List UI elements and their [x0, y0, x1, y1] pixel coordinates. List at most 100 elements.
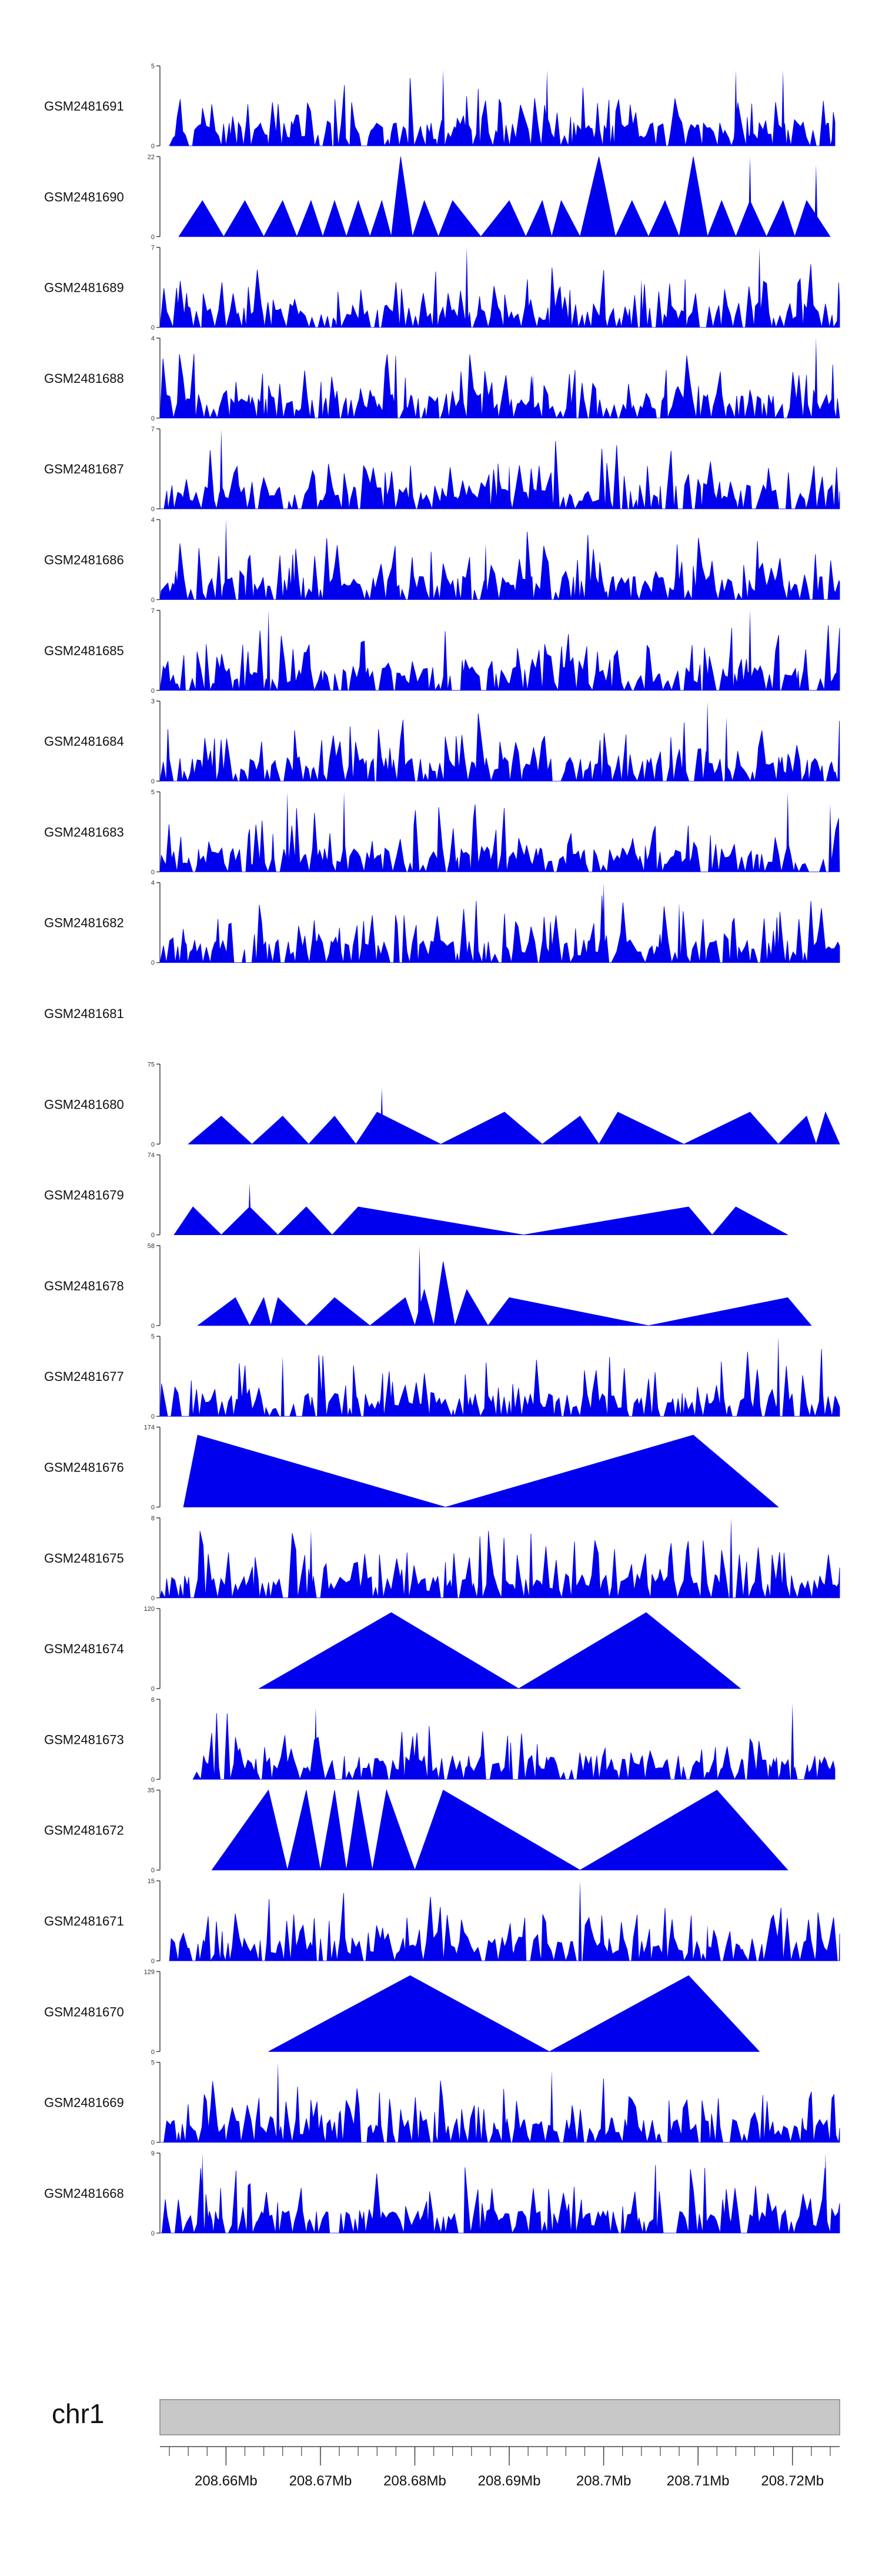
coverage-peak [602, 882, 606, 963]
track-label: GSM2481687 [44, 462, 124, 476]
coverage-area [160, 2078, 840, 2144]
coverage-peak [823, 2153, 827, 2233]
coverage-peak [248, 1183, 252, 1235]
track-label: GSM2481669 [44, 2095, 124, 2110]
y-min-label: 0 [151, 688, 155, 695]
y-min-label: 0 [151, 1776, 155, 1783]
track-GSM2481676: GSM2481676 174 0 [44, 1424, 779, 1511]
y-min-label: 0 [151, 960, 155, 967]
coverage-area [159, 804, 840, 873]
track-GSM2481683: GSM2481683 5 0 [44, 789, 840, 876]
coverage-area [173, 1206, 788, 1236]
coverage-area [169, 1893, 840, 1962]
track-GSM2481691: GSM2481691 5 0 [44, 63, 836, 150]
track-label: GSM2481672 [44, 1823, 124, 1838]
y-min-label: 0 [151, 2140, 155, 2147]
track-label: GSM2481680 [44, 1097, 124, 1112]
coverage-peak [441, 69, 445, 146]
coverage-area [159, 264, 840, 329]
y-min-label: 0 [151, 597, 155, 604]
coverage-area [178, 156, 831, 238]
track-label: GSM2481673 [44, 1732, 124, 1747]
track-label: GSM2481686 [44, 553, 124, 568]
track-GSM2481682: GSM2481682 4 0 [44, 880, 840, 967]
y-min-label: 0 [151, 778, 155, 785]
track-GSM2481668: GSM2481668 9 0 [44, 2150, 840, 2237]
x-tick-label: 208.7Mb [576, 2473, 631, 2489]
y-min-label: 0 [151, 2048, 155, 2056]
coverage-area [160, 441, 840, 510]
coverage-peak [266, 610, 270, 690]
track-GSM2481690: GSM2481690 22 0 [44, 154, 831, 241]
y-max-label: 75 [148, 1061, 155, 1068]
coverage-area [159, 713, 840, 782]
coverage-peak [734, 69, 738, 146]
coverage-peak [748, 610, 752, 690]
coverage-peak [483, 543, 487, 600]
coverage-peak [781, 69, 785, 146]
coverage-area [159, 532, 840, 600]
y-min-label: 0 [151, 143, 155, 150]
y-min-label: 0 [151, 506, 155, 513]
coverage-peak [677, 902, 681, 963]
track-GSM2481673: GSM2481673 6 0 [44, 1696, 836, 1783]
y-min-label: 0 [151, 1232, 155, 1239]
track-label: GSM2481690 [44, 189, 124, 204]
track-GSM2481670: GSM2481670 129 0 [44, 1968, 760, 2056]
coverage-area [268, 1975, 760, 2052]
coverage-peak [545, 69, 549, 146]
coverage-area [183, 1434, 779, 1507]
y-max-label: 174 [144, 1424, 155, 1432]
track-GSM2481679: GSM2481679 74 0 [44, 1152, 788, 1239]
coverage-peak [531, 374, 535, 418]
coverage-area [160, 2165, 840, 2234]
y-max-label: 15 [148, 1878, 155, 1885]
coverage-peak [219, 429, 223, 509]
coverage-area [159, 353, 840, 419]
coverage-peak [724, 717, 729, 782]
y-min-label: 0 [151, 233, 155, 241]
coverage-peak [276, 2062, 280, 2143]
track-GSM2481674: GSM2481674 120 0 [44, 1606, 741, 1693]
coverage-peak [313, 1707, 318, 1780]
track-label: GSM2481676 [44, 1460, 124, 1475]
coverage-peak [757, 247, 761, 328]
coverage-peak [285, 792, 289, 872]
coverage-peak [342, 792, 346, 872]
coverage-area [169, 78, 836, 147]
coverage-peak [578, 1881, 582, 1961]
y-min-label: 0 [151, 2230, 155, 2237]
track-label: GSM2481670 [44, 2004, 124, 2019]
y-min-label: 0 [151, 415, 155, 422]
y-max-label: 74 [148, 1152, 155, 1159]
y-max-label: 7 [151, 245, 155, 252]
coverage-peak [550, 2070, 554, 2143]
track-GSM2481687: GSM2481687 7 0 [44, 426, 840, 513]
y-max-label: 7 [151, 608, 155, 615]
track-GSM2481680: GSM2481680 75 0 [44, 1061, 840, 1148]
x-tick-label: 208.66Mb [195, 2473, 258, 2489]
track-label: GSM2481682 [44, 916, 124, 930]
y-max-label: 9 [151, 2150, 155, 2157]
track-label: GSM2481683 [44, 825, 124, 839]
x-tick-label: 208.72Mb [761, 2473, 824, 2489]
coverage-peak [729, 1517, 733, 1598]
track-GSM2481671: GSM2481671 15 0 [44, 1878, 840, 1965]
track-GSM2481669: GSM2481669 5 0 [44, 2060, 840, 2147]
y-min-label: 0 [151, 1867, 155, 1874]
track-GSM2481689: GSM2481689 7 0 [44, 245, 840, 332]
track-label: GSM2481668 [44, 2186, 124, 2201]
track-GSM2481672: GSM2481672 35 0 [44, 1787, 789, 1874]
track-GSM2481688: GSM2481688 4 0 [44, 335, 840, 422]
coverage-area [159, 895, 840, 964]
genome-axis: chr1 208.66Mb 208.67Mb 208.68Mb 208.69Mb 208.… [52, 2398, 840, 2489]
x-tick-label: 208.71Mb [667, 2473, 730, 2489]
coverage-area [258, 1612, 741, 1689]
coverage-peak [280, 1356, 285, 1417]
coverage-peak [639, 279, 643, 328]
y-max-label: 4 [151, 880, 155, 887]
coverage-area [159, 1530, 840, 1599]
y-min-label: 0 [151, 1686, 155, 1693]
track-label: GSM2481681 [44, 1006, 124, 1021]
